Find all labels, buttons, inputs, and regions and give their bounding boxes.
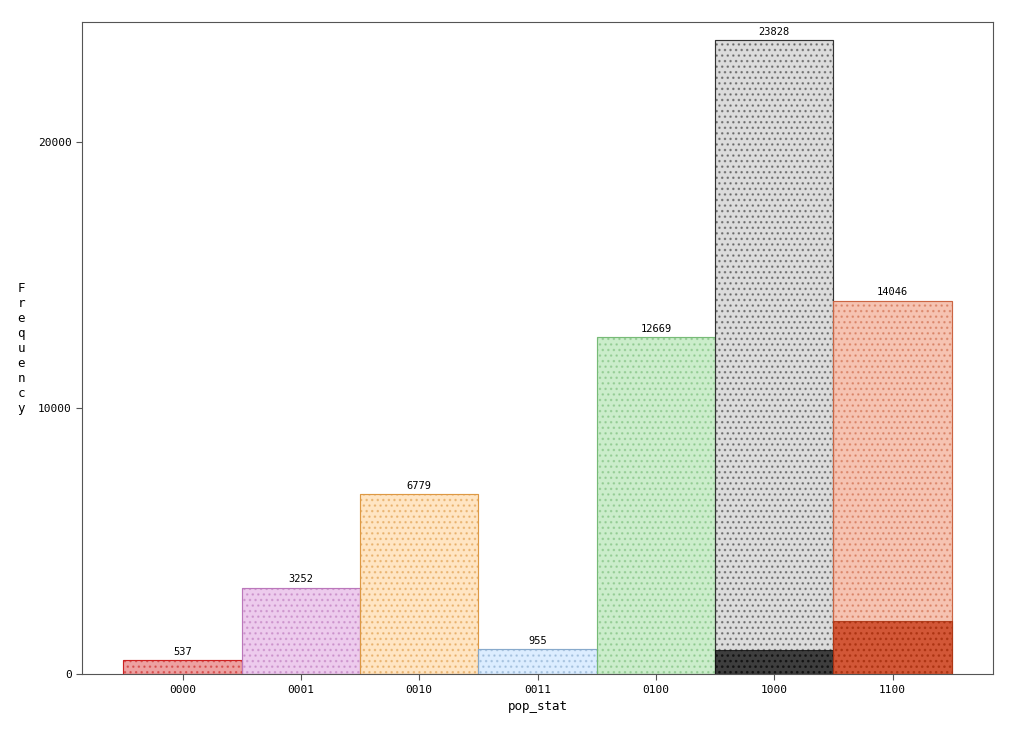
Text: 14046: 14046 bbox=[877, 288, 908, 297]
Y-axis label: F
r
e
q
u
e
n
c
y: F r e q u e n c y bbox=[17, 282, 25, 415]
Bar bbox=[715, 650, 834, 674]
Text: 3252: 3252 bbox=[289, 574, 313, 584]
Bar bbox=[360, 494, 478, 674]
Bar bbox=[715, 40, 834, 674]
Bar bbox=[242, 588, 360, 674]
Text: 23828: 23828 bbox=[759, 27, 790, 37]
Bar bbox=[478, 649, 597, 674]
Bar bbox=[597, 337, 715, 674]
Bar bbox=[834, 621, 952, 674]
Bar bbox=[360, 494, 478, 674]
Bar bbox=[597, 337, 715, 674]
Text: 6779: 6779 bbox=[407, 481, 432, 491]
Bar bbox=[478, 649, 597, 674]
Bar bbox=[242, 588, 360, 674]
Bar bbox=[123, 660, 242, 674]
Text: 12669: 12669 bbox=[640, 324, 672, 334]
Text: 955: 955 bbox=[528, 635, 547, 646]
Bar bbox=[834, 300, 952, 674]
Bar bbox=[715, 40, 834, 674]
X-axis label: pop_stat: pop_stat bbox=[508, 700, 567, 713]
Bar bbox=[834, 300, 952, 674]
Text: 537: 537 bbox=[173, 646, 191, 657]
Bar bbox=[123, 660, 242, 674]
